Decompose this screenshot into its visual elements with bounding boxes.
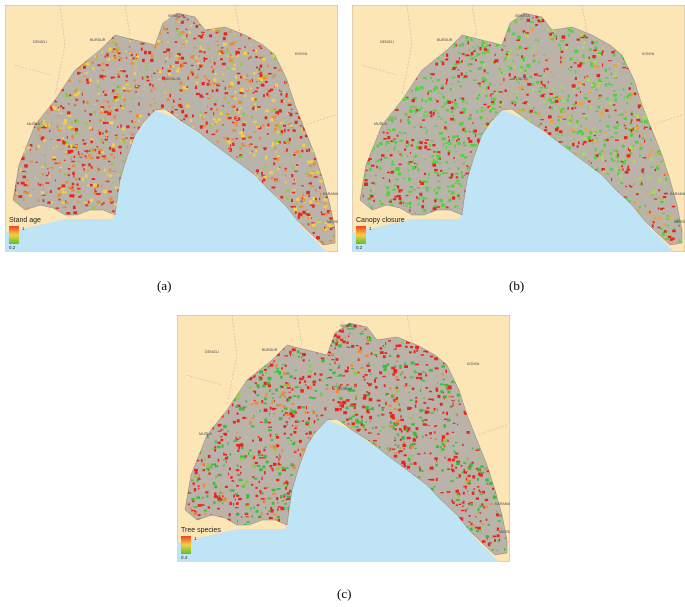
borders <box>186 315 508 436</box>
place-label: DENIZLI <box>205 350 219 354</box>
place-label: ISPARTA <box>340 324 355 328</box>
place-label: ISPARTA <box>515 14 530 18</box>
place-label: MERSİN <box>327 219 338 224</box>
legend-title: Stand age <box>9 217 41 224</box>
sea <box>5 110 327 252</box>
place-label: DENIZLI <box>33 40 47 44</box>
place-label: MUĞLA <box>27 121 40 126</box>
legend-max: 1 <box>369 226 372 231</box>
place-label: MUĞLA <box>374 121 387 126</box>
caption: (c) <box>337 586 352 601</box>
legend-title: Canopy closure <box>356 217 405 224</box>
place-label: MERSİN <box>674 219 685 224</box>
legend-title: Tree species <box>181 527 221 534</box>
map-panel: DENIZLI BURDUR ISPARTA KONYA MUĞLA ANTALYA KAR… <box>177 315 510 562</box>
place-label: MERSİN <box>499 529 510 534</box>
place-label: ANTALYA <box>337 387 353 391</box>
place-label: ISPARTA <box>168 14 183 18</box>
sea <box>352 110 674 252</box>
map-panel: DENIZLI BURDUR ISPARTA KONYA MUĞLA ANTALYA KAR… <box>352 5 685 252</box>
place-label: ANTALYA <box>512 77 528 81</box>
place-label: KONYA <box>467 362 480 366</box>
caption: (b) <box>509 278 525 293</box>
caption: (a) <box>157 278 172 293</box>
place-label: BURDUR <box>437 38 453 42</box>
legend-min: 0.2 <box>9 245 16 250</box>
land <box>184 322 508 556</box>
legend-max: 1 <box>194 536 197 541</box>
legend-bar <box>356 226 366 244</box>
legend-bar <box>9 226 19 244</box>
place-label: ANTALYA <box>165 77 181 81</box>
place-label: MUĞLA <box>199 431 212 436</box>
legend-bar <box>181 536 191 554</box>
forest-pixels <box>13 13 335 245</box>
place-label: BURDUR <box>90 38 106 42</box>
place-label: KARAMAN <box>495 502 510 506</box>
place-label: BURDUR <box>262 348 278 352</box>
borders <box>14 5 336 126</box>
map-panel: DENIZLI BURDUR ISPARTA KONYA MUĞLA ANTALYA KAR… <box>5 5 338 252</box>
legend-max: 1 <box>22 226 25 231</box>
legend-min: 0.2 <box>356 245 363 250</box>
place-label: KONYA <box>295 52 308 56</box>
place-label: DENIZLI <box>380 40 394 44</box>
place-label: KARAMAN <box>323 192 338 196</box>
place-label: KONYA <box>642 52 655 56</box>
borders <box>361 5 683 126</box>
legend-min: 0.4 <box>181 555 188 560</box>
place-label: KARAMAN <box>670 192 685 196</box>
sea <box>177 420 499 562</box>
